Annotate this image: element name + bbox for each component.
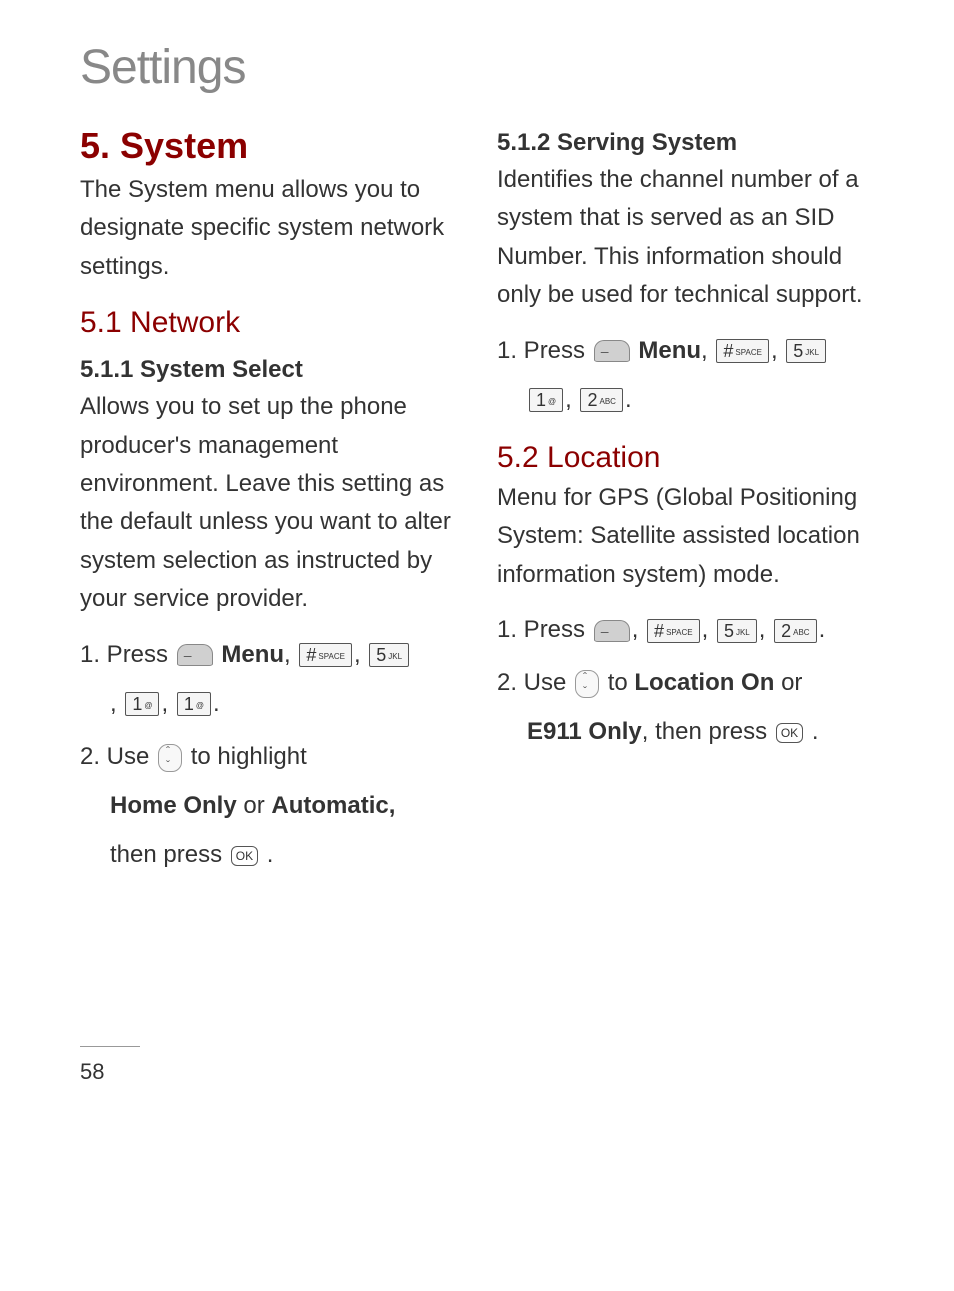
key-main: 2: [587, 390, 597, 410]
key-main: #: [723, 341, 733, 361]
left-softkey-icon: [177, 644, 213, 666]
option-location-on: Location On: [634, 669, 774, 696]
key-sub: SPACE: [318, 652, 345, 661]
key-sub: JKL: [736, 628, 750, 637]
step-prefix: 1. Press: [497, 337, 592, 364]
key-sub: @: [144, 701, 152, 710]
page-title: Settings: [80, 40, 874, 95]
two-key-icon: 2ABC: [580, 388, 622, 412]
five-key-icon: 5JKL: [786, 339, 826, 363]
step-prefix: 1. Press: [497, 616, 592, 643]
then-text: , then press: [642, 718, 774, 745]
hash-key-icon: #SPACE: [647, 619, 700, 643]
key-sub: ABC: [600, 397, 616, 406]
nav-key-icon: [575, 670, 599, 698]
page-number: 58: [80, 1059, 874, 1085]
step-5-2-1: 1. Press , #SPACE, 5JKL, 2ABC.: [497, 608, 874, 651]
step-prefix: 2. Use: [497, 669, 573, 696]
two-key-icon: 2ABC: [774, 619, 816, 643]
one-key-icon: 1@: [177, 692, 211, 716]
key-main: 5: [724, 621, 734, 641]
section-5-1-1-intro: Allows you to set up the phone producer'…: [80, 388, 457, 618]
manual-page: Settings 5. System The System menu allow…: [0, 0, 954, 1125]
one-key-icon: 1@: [125, 692, 159, 716]
key-sub: JKL: [388, 652, 402, 661]
one-key-icon: 1@: [529, 388, 563, 412]
key-sub: @: [196, 701, 204, 710]
step-indent: then press OK .: [80, 833, 457, 876]
or-text: or: [243, 792, 271, 819]
section-5-1-2-heading: 5.1.2 Serving System: [497, 129, 874, 157]
five-key-icon: 5JKL: [717, 619, 757, 643]
nav-key-icon: [158, 744, 182, 772]
ok-key-icon: OK: [776, 723, 803, 743]
step-5-2-2: 2. Use to Location On or E911 Only, then…: [497, 661, 874, 753]
step-5-1-2-1: 1. Press Menu, #SPACE, 5JKL 1@, 2ABC.: [497, 329, 874, 421]
key-sub: JKL: [805, 348, 819, 357]
section-5-heading: 5. System: [80, 125, 457, 167]
footer-rule: [80, 1046, 140, 1047]
step-indent: E911 Only, then press OK .: [497, 710, 874, 753]
menu-label: Menu: [221, 641, 284, 668]
then-text: then press: [110, 841, 229, 868]
step-indent: 1@, 2ABC.: [497, 378, 874, 421]
section-5-1-2-intro: Identifies the channel number of a syste…: [497, 161, 874, 315]
hash-key-icon: #SPACE: [716, 339, 769, 363]
key-sub: @: [548, 397, 556, 406]
or-text: or: [781, 669, 802, 696]
step-5-1-1-1: 1. Press Menu, #SPACE, 5JKL , 1@, 1@.: [80, 633, 457, 725]
menu-label: Menu: [638, 337, 701, 364]
two-column-layout: 5. System The System menu allows you to …: [80, 125, 874, 886]
option-home-only: Home Only: [110, 792, 237, 819]
key-main: 5: [793, 341, 803, 361]
step-prefix: 2. Use: [80, 743, 156, 770]
step-indent: , 1@, 1@.: [80, 682, 457, 725]
section-5-1-1-heading: 5.1.1 System Select: [80, 356, 457, 384]
section-5-intro: The System menu allows you to designate …: [80, 171, 457, 286]
ok-key-icon: OK: [231, 846, 258, 866]
key-main: #: [306, 645, 316, 665]
section-5-1-heading: 5.1 Network: [80, 306, 457, 340]
section-5-2-intro: Menu for GPS (Global Positioning System:…: [497, 479, 874, 594]
option-automatic: Automatic,: [271, 792, 395, 819]
key-main: 2: [781, 621, 791, 641]
step-prefix: 1. Press: [80, 641, 175, 668]
option-e911-only: E911 Only: [527, 718, 642, 745]
key-sub: ABC: [793, 628, 809, 637]
key-main: 1: [184, 694, 194, 714]
hash-key-icon: #SPACE: [299, 643, 352, 667]
step-5-1-1-2: 2. Use to highlight Home Only or Automat…: [80, 735, 457, 877]
key-sub: SPACE: [666, 628, 693, 637]
key-main: #: [654, 621, 664, 641]
right-column: 5.1.2 Serving System Identifies the chan…: [497, 125, 874, 886]
left-softkey-icon: [594, 620, 630, 642]
step-indent: Home Only or Automatic,: [80, 784, 457, 827]
step-mid: to highlight: [191, 743, 307, 770]
key-main: 5: [376, 645, 386, 665]
key-main: 1: [132, 694, 142, 714]
to-text: to: [608, 669, 635, 696]
five-key-icon: 5JKL: [369, 643, 409, 667]
key-sub: SPACE: [735, 348, 762, 357]
left-column: 5. System The System menu allows you to …: [80, 125, 457, 886]
left-softkey-icon: [594, 340, 630, 362]
key-main: 1: [536, 390, 546, 410]
section-5-2-heading: 5.2 Location: [497, 441, 874, 475]
